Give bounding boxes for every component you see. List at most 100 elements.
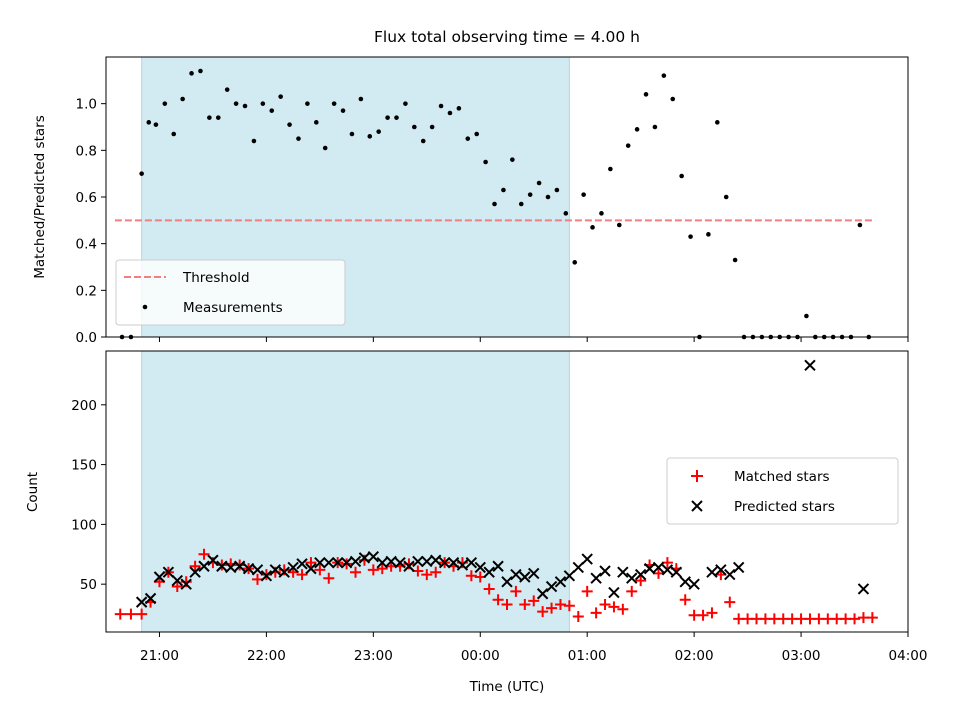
predicted-star-marker — [804, 359, 816, 372]
predicted-star-marker — [706, 566, 718, 578]
measurement-point — [465, 136, 471, 141]
predicted-star-marker — [242, 562, 255, 575]
predicted-star-marker — [456, 559, 469, 571]
measurement-point — [146, 120, 152, 125]
measurement-point — [643, 92, 649, 97]
predicted-star-marker — [501, 576, 513, 588]
top-panel: 0.0 0.2 0.4 0.6 0.8 1.0 Matched/Predicted sta… — [32, 56, 909, 346]
measurement-point — [394, 115, 399, 120]
top-y-axis-label: Matched/Predicted stars — [32, 115, 48, 278]
predicted-star-marker — [634, 568, 647, 581]
measurement-point — [438, 103, 444, 109]
predicted-star-marker — [483, 566, 495, 578]
measurement-points — [119, 68, 872, 340]
bottom-x-ticks: 21:00 22:00 23:00 00:00 01:00 02:00 03:00 04:00 — [140, 632, 927, 664]
matched-star-marker — [430, 566, 442, 578]
predicted-star-marker — [260, 570, 273, 582]
predicted-star-marker — [251, 564, 264, 576]
measurement-point — [420, 138, 426, 144]
legend-predicted-swatch — [691, 500, 703, 512]
matched-star-marker — [501, 598, 513, 610]
predicted-star-marker — [278, 566, 290, 578]
top-legend-box — [115, 259, 346, 326]
predicted-star-marker — [144, 592, 157, 605]
predicted-star-marker — [545, 580, 558, 593]
matched-star-marker — [617, 603, 629, 615]
predicted-star-marker — [724, 568, 736, 581]
measurement-point — [483, 159, 488, 165]
bottom-panel: 50 100 150 200 21:00 22:00 23:00 00:00 01:00 02:… — [25, 350, 927, 695]
measurement-point — [233, 101, 239, 106]
matched-star-marker — [350, 566, 362, 578]
predicted-star-marker — [857, 583, 870, 595]
measurement-point — [679, 173, 684, 179]
measurement-point — [670, 96, 676, 102]
measurement-point — [385, 115, 390, 120]
predicted-star-marker — [180, 578, 192, 590]
bottom-x-tick-label: 03:00 — [782, 648, 821, 664]
matched-star-marker — [314, 564, 326, 576]
predicted-star-marker — [599, 565, 611, 577]
measurement-point — [492, 201, 497, 207]
measurement-point — [563, 211, 569, 216]
measurement-point — [536, 180, 542, 186]
matched-star-marker — [599, 598, 611, 610]
predicted-star-marker — [412, 555, 424, 568]
measurement-point — [331, 101, 337, 106]
predicted-star-marker — [617, 566, 629, 578]
measurement-point — [706, 232, 711, 237]
predicted-star-marker — [447, 556, 460, 569]
measurement-point — [171, 131, 177, 137]
bottom-legend: Matched stars Predicted stars — [666, 457, 899, 525]
measurement-point — [153, 122, 159, 127]
measurement-point — [340, 108, 346, 113]
legend-predicted-label: Predicted stars — [734, 499, 835, 515]
predicted-star-marker — [358, 552, 371, 564]
measurement-point — [242, 103, 248, 109]
measurement-point — [518, 201, 524, 207]
measurement-point — [376, 129, 381, 134]
legend-threshold-label: Threshold — [182, 270, 250, 286]
chart-title: Flux total observing time = 4.00 h — [374, 28, 640, 46]
predicted-star-marker — [430, 554, 442, 566]
predicted-star-marker — [340, 556, 353, 569]
measurement-point — [590, 225, 595, 230]
matched-star-marker — [305, 557, 317, 569]
top-y-tick-label: 0.2 — [76, 283, 97, 299]
matched-star-marker — [412, 565, 424, 577]
matched-star-marker — [706, 607, 718, 619]
bottom-y-tick-label: 100 — [71, 517, 97, 533]
matched-stars-points — [114, 548, 878, 625]
measurement-point — [510, 157, 515, 162]
measurement-point — [180, 96, 185, 102]
predicted-star-marker — [572, 561, 584, 574]
predicted-star-marker — [652, 561, 665, 574]
top-y-tick-label: 1.0 — [76, 97, 97, 113]
top-y-tick-label: 0.8 — [76, 143, 97, 159]
top-x-ticks — [158, 337, 909, 342]
predicted-star-marker — [732, 561, 745, 574]
measurement-point — [296, 136, 301, 141]
measurement-point — [358, 96, 364, 102]
matched-star-marker — [323, 572, 335, 584]
measurement-point — [545, 194, 551, 200]
measurement-point — [429, 124, 435, 130]
predicted-star-marker — [661, 564, 674, 576]
predicted-stars-points — [135, 359, 870, 608]
matched-star-marker — [483, 583, 495, 595]
measurement-point — [715, 120, 720, 125]
predicted-star-marker — [376, 556, 388, 569]
predicted-star-marker — [688, 578, 700, 590]
measurement-point — [278, 94, 283, 99]
measurement-point — [412, 124, 417, 130]
predicted-star-marker — [474, 561, 486, 574]
measurement-point — [599, 211, 604, 216]
legend-measurement-swatch — [142, 304, 148, 310]
measurement-point — [723, 194, 729, 200]
matched-star-marker — [171, 581, 183, 593]
matched-star-marker — [421, 569, 433, 581]
measurement-point — [260, 101, 266, 106]
bottom-x-tick-label: 01:00 — [568, 648, 607, 664]
predicted-star-marker — [492, 560, 504, 572]
